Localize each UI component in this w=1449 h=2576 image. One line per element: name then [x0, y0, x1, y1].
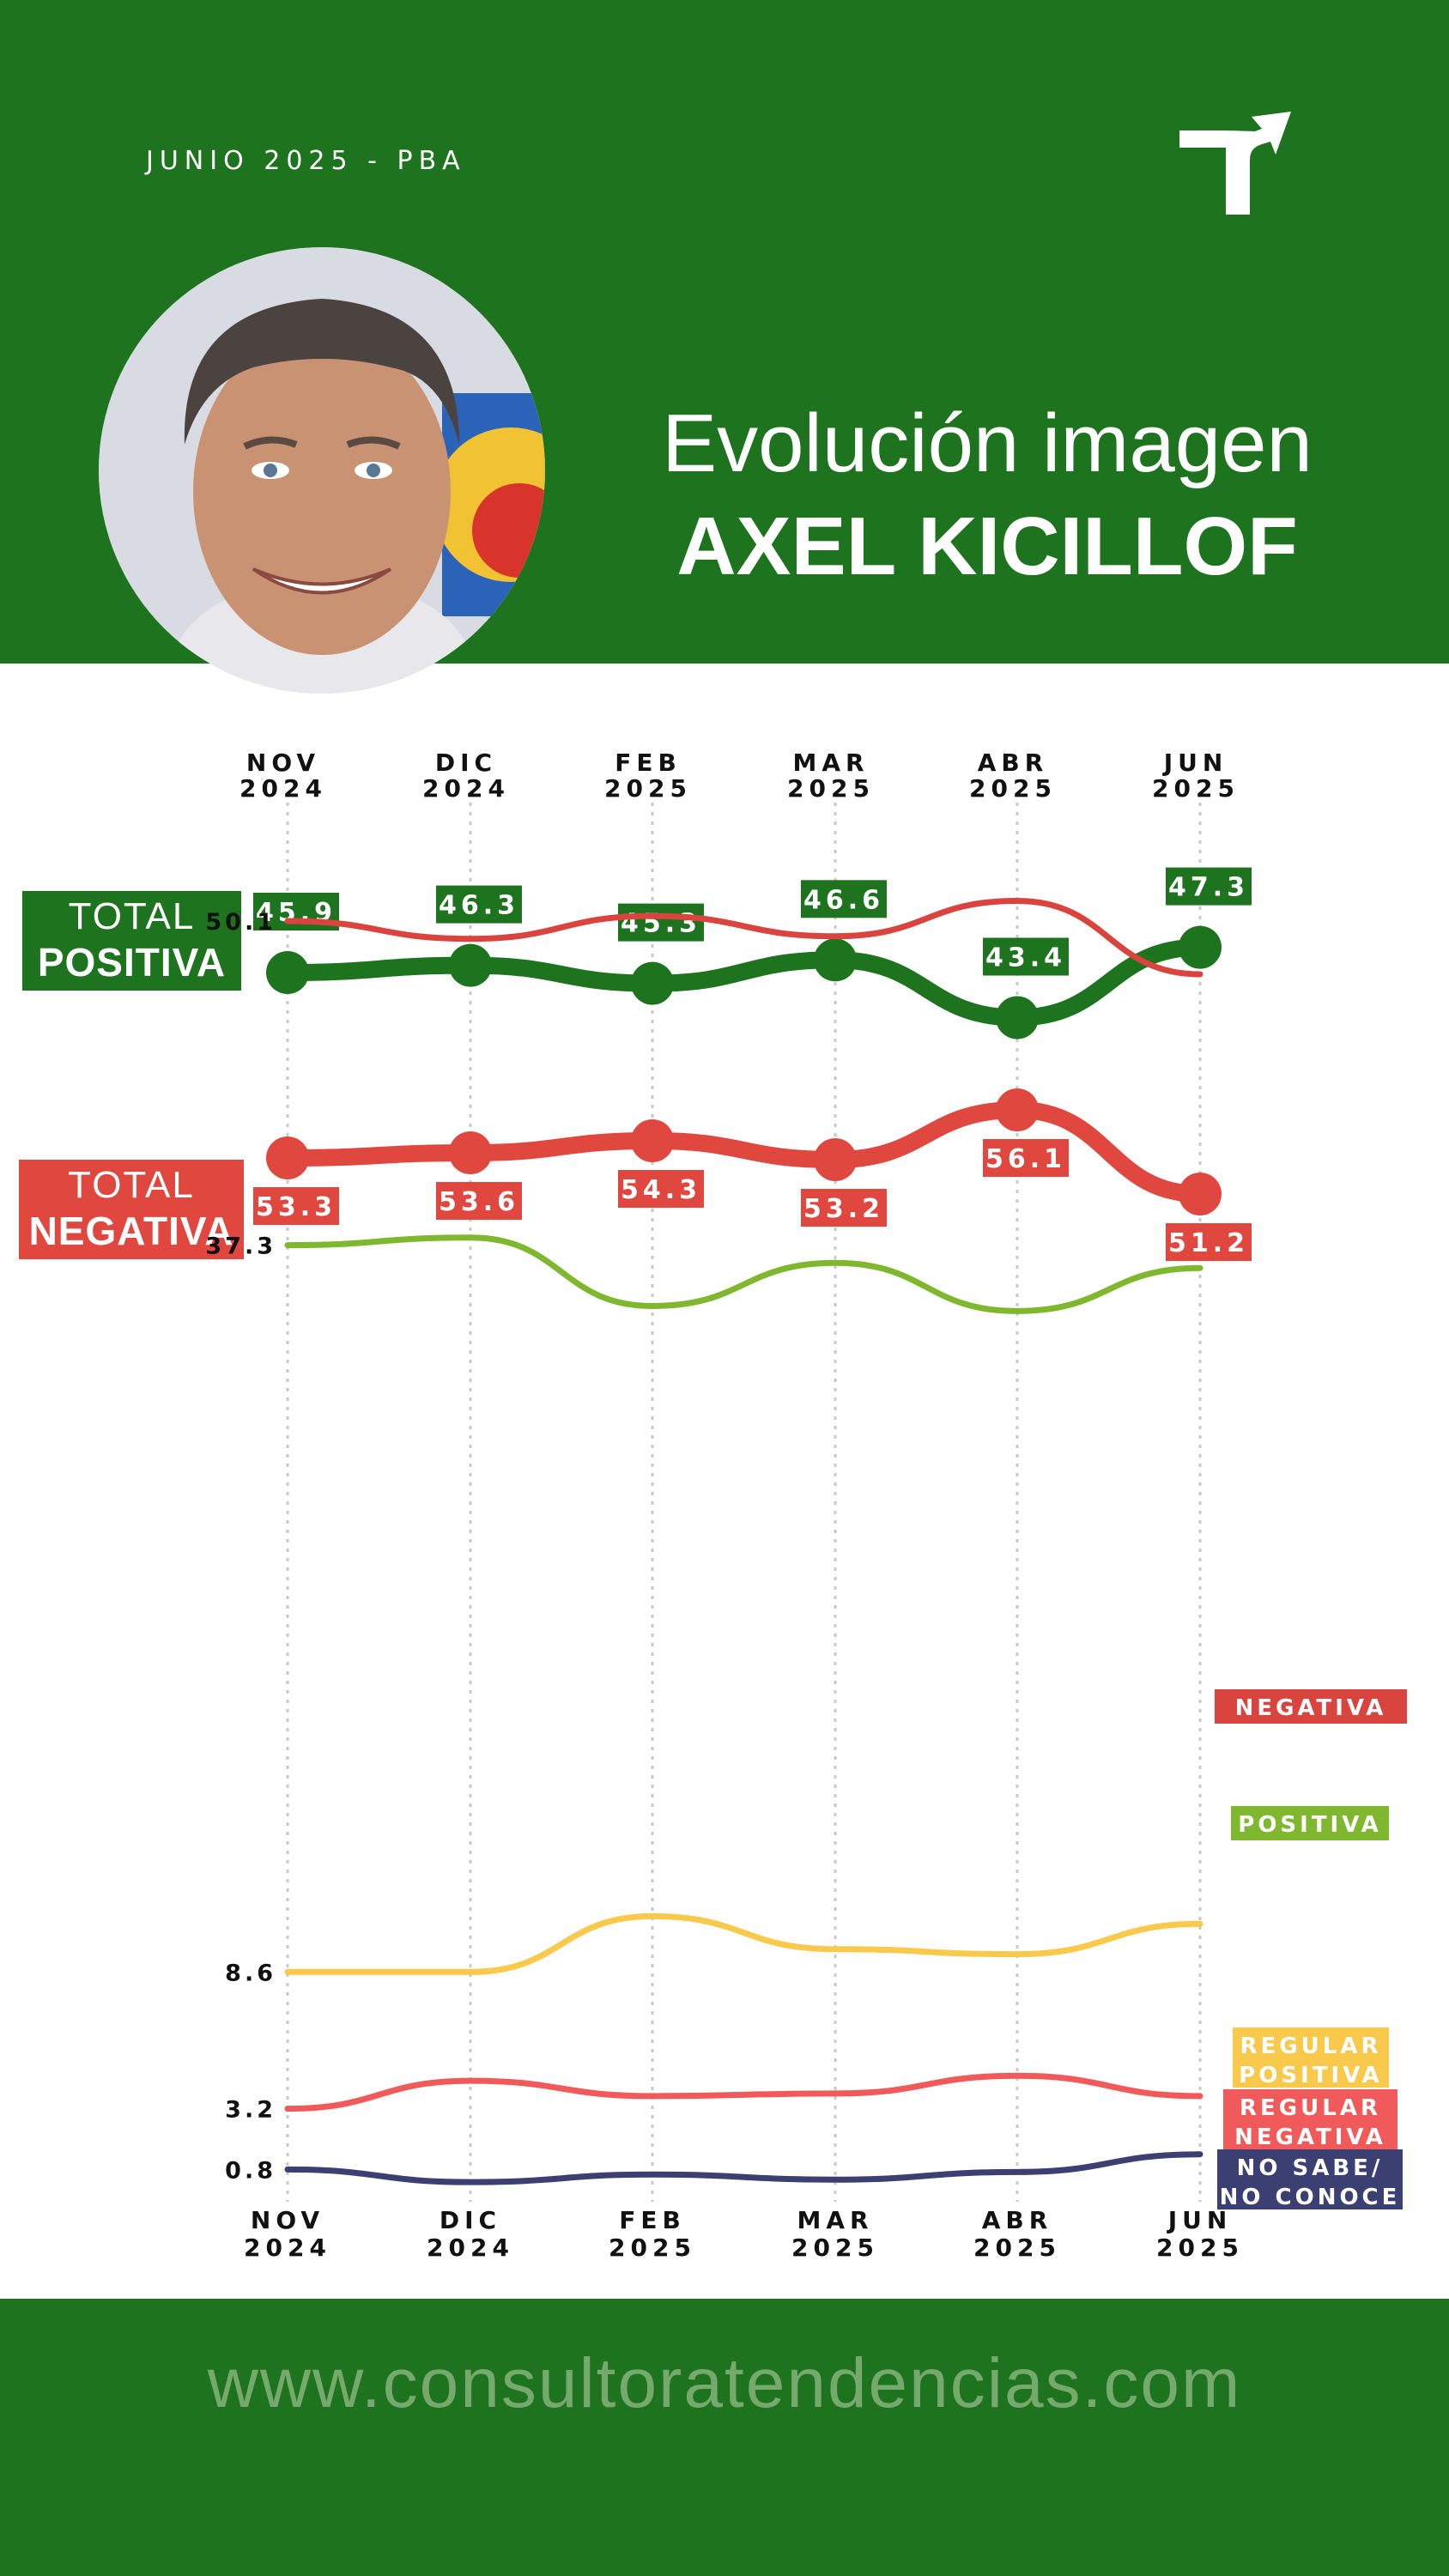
x-tick-year-top: 2025 [787, 774, 875, 803]
negativa-label-box [801, 1189, 887, 1227]
detail-legend-box [1223, 2089, 1397, 2149]
negativa-data-label: 56.1 [985, 1144, 1066, 1174]
x-tick-month-top: NOV [246, 749, 320, 777]
detail-series-line [284, 897, 1203, 978]
negativa-point [449, 1131, 492, 1174]
x-tick-year-bottom: 2025 [609, 2234, 696, 2262]
positiva-point [631, 961, 674, 1005]
x-tick-month-bottom: MAR [797, 2206, 873, 2234]
detail-series-line [284, 1234, 1203, 1314]
x-tick-month-top: ABR [978, 749, 1049, 777]
positiva-data-label: 47.3 [1168, 873, 1249, 903]
x-tick-year-top: 2025 [604, 774, 692, 803]
negativa-label-box [436, 1182, 522, 1220]
detail-series-line [284, 2072, 1203, 2112]
negativa-label-box [253, 1187, 339, 1225]
positiva-data-label: 46.3 [439, 891, 519, 921]
positiva-label-box [801, 880, 887, 918]
detail-legend-text: NEGATIVA [1234, 2124, 1386, 2150]
positiva-label-box [436, 885, 522, 924]
x-tick-year-top: 2025 [1152, 774, 1240, 803]
total-positiva-label: TOTAL POSITIVA [22, 891, 241, 991]
negativa-label-box [983, 1139, 1069, 1177]
x-tick-month-bottom: DIC [440, 2206, 501, 2234]
detail-legend-text: POSITIVA [1239, 2063, 1382, 2088]
negativa-data-label: 53.3 [256, 1192, 336, 1222]
positiva-point [266, 951, 309, 994]
total-positiva-line1: TOTAL [68, 895, 196, 937]
x-tick-year-bottom: 2025 [973, 2234, 1061, 2262]
portrait-photo [99, 247, 545, 694]
negativa-point [631, 1119, 674, 1162]
detail-start-label: 8.6 [225, 1960, 276, 1986]
negativa-point [814, 1138, 857, 1181]
detail-legend-text: REGULAR [1240, 2095, 1381, 2121]
detail-start-label: 3.2 [225, 2097, 276, 2124]
detail-legend-box [1231, 1806, 1389, 1840]
positiva-label-box [983, 937, 1069, 976]
negativa-label-box [618, 1170, 704, 1208]
title-line-1: Evolución imagen [662, 397, 1313, 489]
negativa-data-label: 51.2 [1168, 1228, 1249, 1258]
total-positiva-line2: POSITIVA [37, 940, 227, 985]
positiva-label-box [1166, 867, 1252, 906]
positiva-data-label: 46.6 [803, 885, 884, 915]
detail-start-label: 50.1 [205, 909, 276, 936]
positiva-point [449, 943, 492, 987]
x-tick-month-top: MAR [792, 749, 869, 777]
title-line-2: AXEL KICILLOF [676, 500, 1298, 592]
total-negativa-label: TOTAL NEGATIVA [19, 1160, 244, 1259]
positiva-point [1179, 925, 1222, 969]
positiva-point [814, 938, 857, 982]
x-tick-year-bottom: 2024 [427, 2234, 514, 2262]
footer-band [0, 2299, 1449, 2576]
detail-legend-text: NO SABE/ [1237, 2155, 1384, 2181]
positiva-data-label: 43.4 [985, 943, 1066, 973]
x-tick-year-top: 2024 [422, 774, 510, 803]
detail-start-label: 37.3 [205, 1233, 276, 1260]
negativa-data-label: 54.3 [621, 1175, 701, 1205]
detail-series-line [284, 1912, 1203, 1975]
arrow-turn-logo-icon [1179, 112, 1291, 215]
x-tick-month-top: DIC [435, 749, 497, 777]
x-tick-month-bottom: ABR [982, 2206, 1053, 2234]
x-tick-month-top: FEB [615, 749, 682, 777]
detail-start-label: 0.8 [225, 2157, 276, 2184]
negativa-data-label: 53.2 [803, 1194, 884, 1224]
negativa-point [996, 1088, 1039, 1131]
x-tick-month-bottom: NOV [251, 2206, 324, 2234]
detail-legend-text: POSITIVA [1238, 1812, 1381, 1838]
footer-url[interactable]: www.consultoratendencias.com [207, 2344, 1242, 2422]
detail-legend-box [1217, 2149, 1403, 2209]
x-tick-month-bottom: JUN [1167, 2206, 1233, 2234]
x-tick-month-bottom: FEB [619, 2206, 686, 2234]
detail-legend-text: NO CONOCE [1220, 2185, 1401, 2210]
positiva-point [996, 996, 1039, 1039]
detail-legend-box [1215, 1689, 1407, 1724]
total-negativa-line2: NEGATIVA [28, 1209, 234, 1253]
portrait-illustration [99, 247, 545, 694]
positiva-label-box [618, 903, 704, 942]
x-tick-year-bottom: 2025 [791, 2234, 879, 2262]
x-tick-year-top: 2025 [969, 774, 1057, 803]
detail-legend-text: REGULAR [1240, 2034, 1382, 2059]
x-tick-year-top: 2024 [239, 774, 327, 803]
detail-series-line [284, 2151, 1203, 2185]
negativa-data-label: 53.6 [439, 1187, 519, 1217]
x-tick-year-bottom: 2024 [244, 2234, 331, 2262]
detail-legend-text: NEGATIVA [1235, 1695, 1387, 1721]
detail-legend-box [1233, 2027, 1389, 2088]
x-tick-year-bottom: 2025 [1156, 2234, 1244, 2262]
x-tick-month-top: JUN [1162, 749, 1228, 777]
negativa-point [266, 1136, 309, 1179]
negativa-label-box [1166, 1223, 1252, 1261]
subtitle: JUNIO 2025 - PBA [146, 146, 466, 176]
negativa-point [1179, 1173, 1222, 1215]
total-negativa-line1: TOTAL [68, 1164, 195, 1206]
